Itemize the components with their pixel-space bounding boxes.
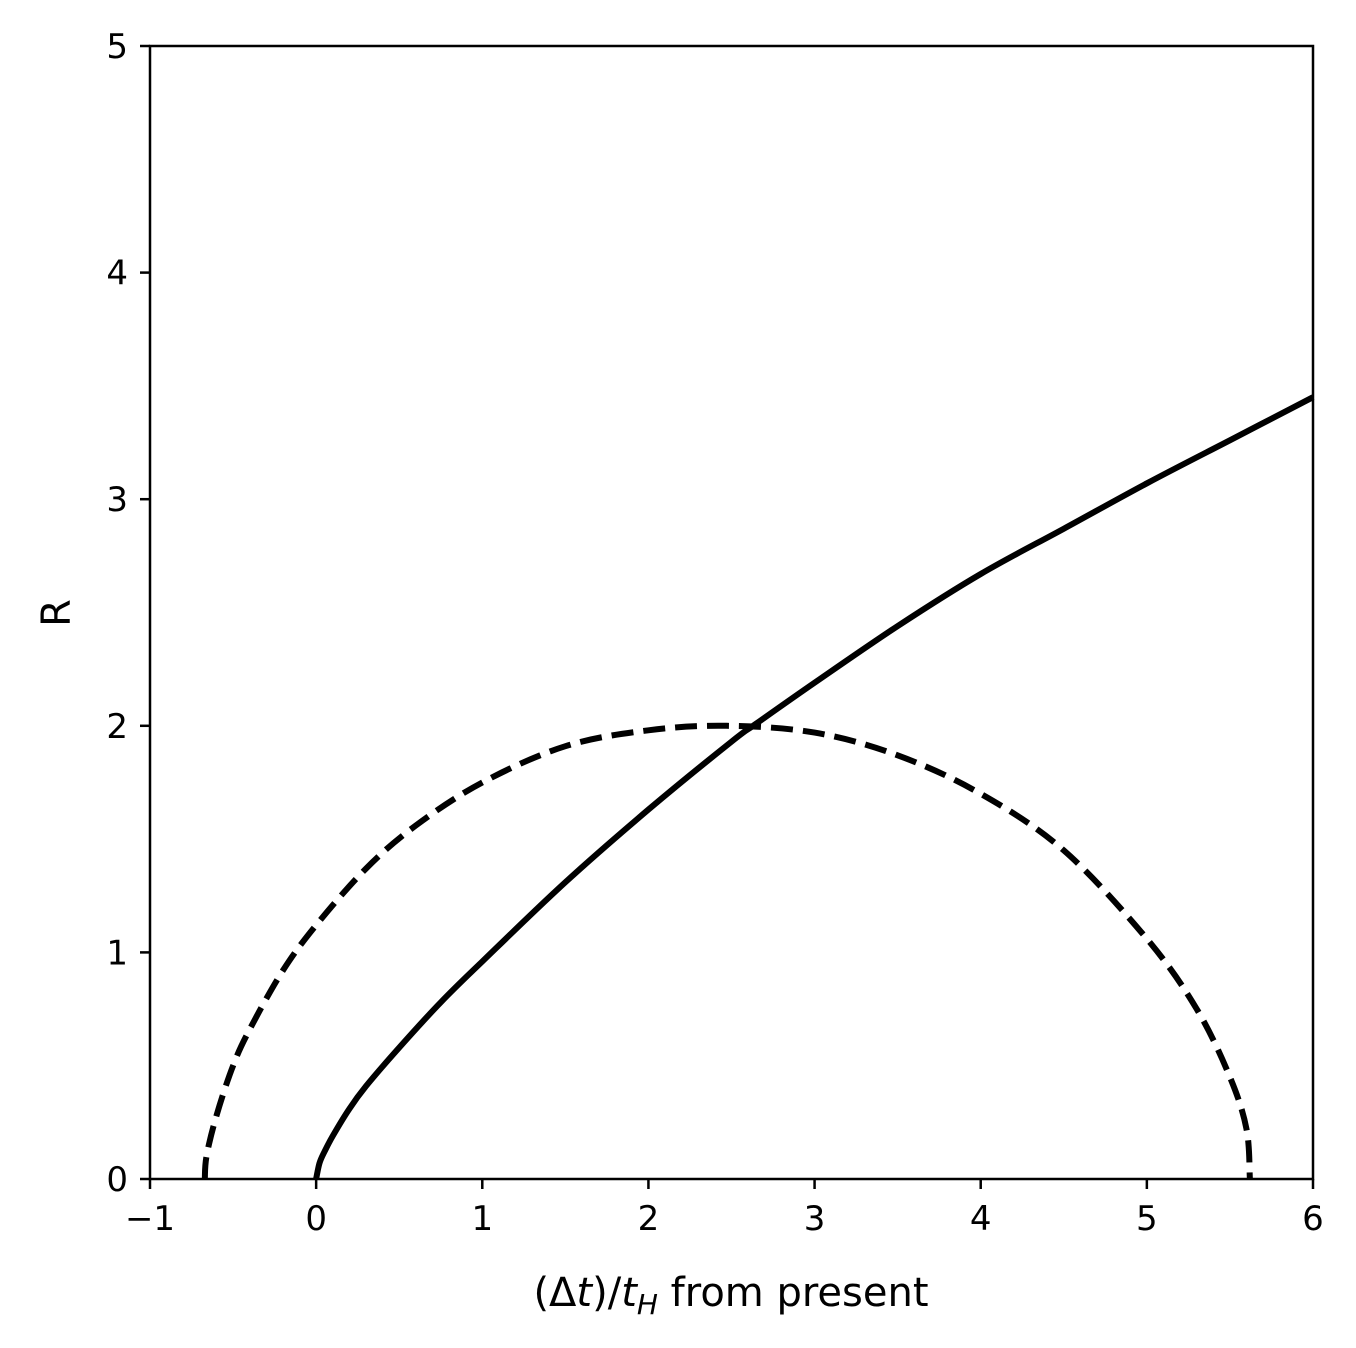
- x-tick-label: 4: [970, 1199, 992, 1239]
- x-axis-label-post: from present: [658, 1270, 929, 1316]
- x-tick-label: 1: [471, 1199, 493, 1239]
- x-axis-label: (Δt)/tH from present: [533, 1270, 928, 1321]
- x-axis-label-pre: (Δ: [533, 1270, 577, 1316]
- x-axis-label-sub: H: [637, 1288, 658, 1321]
- y-axis-label: R: [34, 599, 80, 627]
- solid-series-line: [313, 394, 1315, 1180]
- y-tick-label: 0: [106, 1160, 128, 1200]
- y-tick-label: 5: [106, 27, 128, 67]
- x-tick-label: 2: [638, 1199, 660, 1239]
- x-tick-label: 0: [305, 1199, 327, 1239]
- x-tick-label: 3: [804, 1199, 826, 1239]
- x-axis-ticks: −1 0 1 2 3 4 5 6: [125, 1179, 1324, 1239]
- y-tick-label: 3: [106, 480, 128, 520]
- y-tick-label: 4: [106, 254, 128, 294]
- y-tick-label: 2: [106, 707, 128, 747]
- x-tick-label: 6: [1302, 1199, 1324, 1239]
- x-axis-label-var2: t: [621, 1270, 638, 1316]
- x-axis-label-mid: )/: [592, 1270, 622, 1316]
- dashed-series-line: [201, 722, 1253, 1180]
- x-axis-label-var1: t: [576, 1270, 593, 1316]
- x-tick-label: 5: [1136, 1199, 1158, 1239]
- x-tick-label: −1: [125, 1199, 175, 1239]
- y-axis-ticks: 0 1 2 3 4 5: [106, 27, 150, 1200]
- y-tick-label: 1: [106, 933, 128, 973]
- plot-frame: [148, 44, 1315, 1181]
- plot-series: [201, 394, 1315, 1180]
